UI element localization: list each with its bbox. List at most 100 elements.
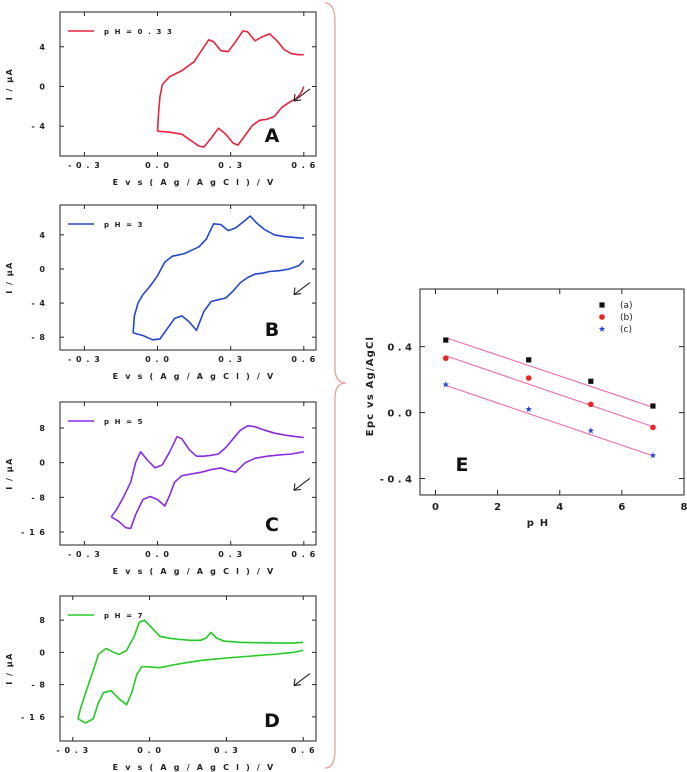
x-tick-label: - 0 . 3 (68, 161, 101, 170)
scan-direction-arrow (293, 673, 311, 686)
panel-label: A (265, 125, 280, 147)
y-tick-label: - 8 (31, 681, 46, 690)
scan-direction-arrowhead (293, 678, 302, 687)
y-tick-label: 0 . 4 (387, 343, 412, 354)
cv-panel-c: - 0 . 3 0 . 0 0 . 3 0 . 6 8 0 - 8 - 1 6 E v s ( … (5, 401, 317, 576)
series-c: (c) (442, 325, 657, 459)
x-axis-title: E v s ( A g / A g C l ) / V (113, 567, 276, 576)
y-tick-label: 0 . 0 (387, 409, 412, 420)
legend-label: (b) (620, 313, 633, 323)
y-tick-label: - 1 6 (21, 528, 46, 537)
y-axis-title: I / µA (5, 652, 14, 685)
x-tick-label: 0 . 3 (218, 550, 243, 559)
y-tick-label: 0 (39, 459, 46, 468)
series-a: (a) (443, 301, 656, 409)
y-tick-label: 8 (39, 424, 46, 433)
x-tick-label: 0 . 0 (145, 355, 170, 364)
scan-direction-arrowhead (293, 287, 302, 296)
legend-label: (c) (620, 325, 632, 335)
x-tick-label: - 0 . 3 (68, 355, 101, 364)
cv-curve-forward (156, 30, 304, 132)
cv-curve-reverse (132, 259, 305, 341)
x-tick-label: 0 . 3 (218, 161, 243, 170)
y-axis-title: I / µA (5, 261, 14, 294)
scan-direction-arrow (293, 282, 311, 295)
y-tick-label: 8 (39, 616, 46, 625)
x-axis-title: E v s ( A g / A g C l ) / V (113, 178, 276, 187)
x-tick-label: 0 . 6 (291, 746, 316, 755)
x-axis-title: p H (527, 518, 550, 529)
cv-curve-forward (77, 619, 304, 720)
plot-frame (419, 288, 685, 496)
legend-label: p H = 5 (104, 418, 144, 426)
series-b: (b) (442, 313, 656, 431)
legend-label: p H = 3 (104, 221, 144, 229)
scan-direction-arrow (293, 477, 311, 491)
y-axis-title: Epc vs Ag/AgCl (365, 336, 376, 436)
data-point-star (598, 325, 606, 332)
fit-line (445, 337, 654, 408)
y-axis-title: I / µA (5, 457, 14, 490)
cv-curve-forward (110, 425, 304, 518)
x-tick-label: - 0 . 3 (56, 746, 89, 755)
cv-curve-reverse (77, 649, 304, 724)
data-point-circle (588, 401, 594, 408)
legend-label: (a) (620, 301, 633, 311)
y-axis-title: I / µA (5, 68, 14, 101)
x-tick-label: 0 . 3 (218, 355, 243, 364)
legend-label: p H = 0 . 3 3 (104, 28, 173, 36)
x-tick-label: 4 (556, 502, 563, 513)
data-point-square (599, 302, 605, 308)
y-tick-label: - 4 (31, 122, 46, 131)
x-tick-label: 6 (618, 502, 625, 513)
data-point-square (650, 403, 656, 409)
y-tick-label: - 4 (31, 299, 46, 308)
y-tick-label: - 8 (31, 333, 46, 342)
data-point-square (443, 337, 449, 343)
x-tick-label: 0 . 3 (214, 746, 239, 755)
data-point-square (588, 378, 594, 384)
x-axis-title: E v s ( A g / A g C l ) / V (113, 372, 276, 381)
scan-direction-arrow (293, 88, 311, 102)
data-point-circle (599, 314, 605, 320)
y-tick-label: - 8 (31, 493, 46, 502)
plot-frame (59, 595, 317, 742)
x-axis-title: E v s ( A g / A g C l ) / V (113, 763, 276, 772)
cv-panels: - 0 . 3 0 . 0 0 . 3 0 . 6 4 0 - 4 E v s ( A g /… (5, 11, 317, 772)
panel-label: D (264, 710, 280, 732)
x-tick-label: - 0 . 3 (68, 550, 101, 559)
cv-curve-reverse (157, 86, 305, 148)
legend-label: p H = 7 (104, 612, 144, 620)
panel-label: B (265, 319, 279, 341)
y-tick-label: 0 (39, 648, 46, 657)
panel-label: E (456, 454, 469, 476)
fit-line (445, 355, 654, 428)
data-point-circle (442, 355, 449, 362)
cv-panel-b: - 0 . 3 0 . 0 0 . 3 0 . 6 4 0 - 4 - 8 E v s ( A … (5, 204, 317, 381)
y-tick-label: - 0 . 4 (380, 475, 412, 486)
x-tick-label: 0 (432, 502, 439, 513)
data-point-star (525, 405, 532, 413)
y-tick-label: 4 (39, 231, 46, 240)
data-point-star (649, 452, 657, 459)
plot-frame (59, 11, 317, 157)
fit-line (445, 384, 654, 457)
plot-frame (59, 204, 317, 351)
y-tick-label: 0 (39, 82, 46, 91)
x-tick-label: 0 . 6 (291, 161, 316, 170)
x-tick-label: 0 . 0 (145, 550, 170, 559)
data-point-star (442, 381, 450, 388)
x-tick-label: 2 (494, 502, 501, 513)
x-tick-label: 0 . 0 (145, 161, 170, 170)
x-tick-label: 8 (681, 502, 687, 513)
y-tick-label: - 1 6 (21, 713, 46, 722)
y-tick-label: 4 (39, 43, 46, 52)
data-point-circle (525, 375, 532, 381)
data-point-star (587, 427, 595, 434)
cv-panel-d: - 0 . 3 0 . 0 0 . 3 0 . 6 8 0 - 8 - 1 6 E v s ( … (5, 595, 317, 772)
panel-bracket (324, 2, 347, 769)
y-tick-label: 0 (39, 265, 46, 274)
curly-bracket (324, 2, 347, 769)
data-point-circle (650, 424, 656, 431)
